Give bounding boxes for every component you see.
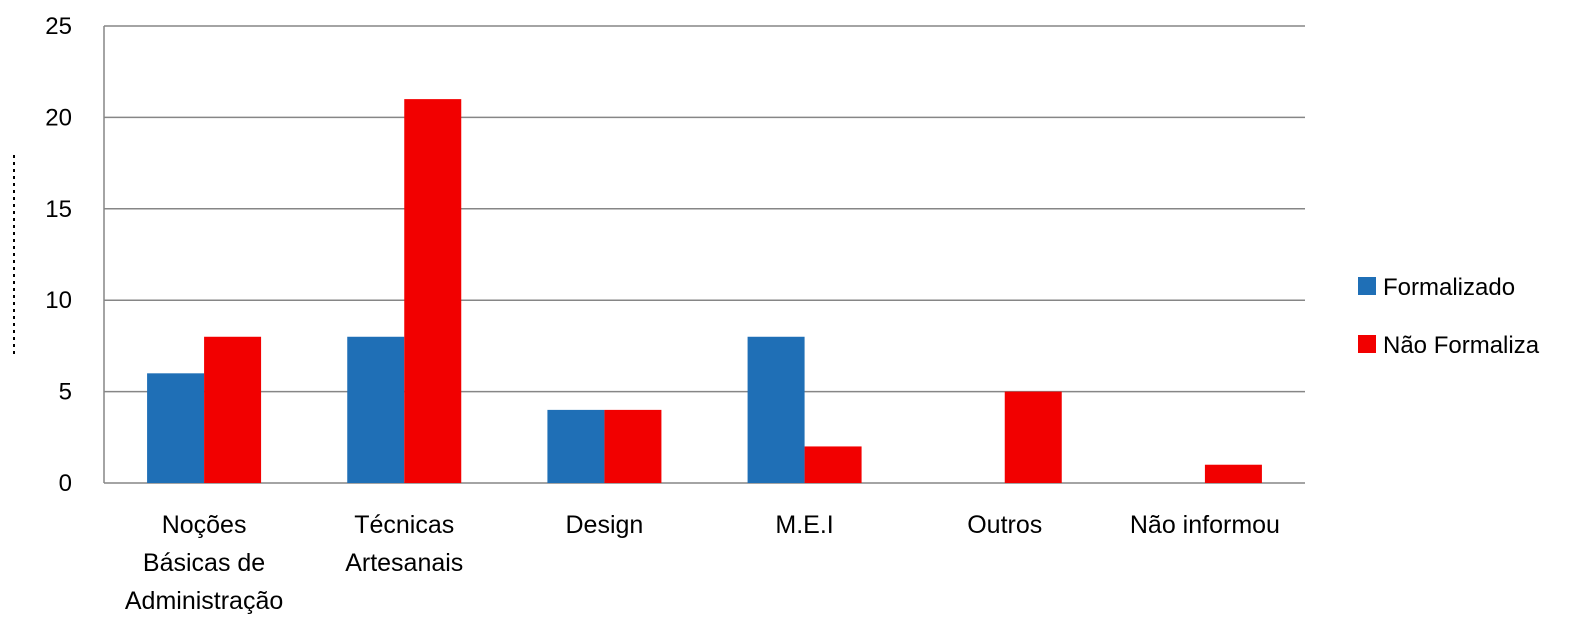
y-tick-label: 0 <box>59 470 72 497</box>
x-category-label-line: Técnicas <box>354 511 454 539</box>
x-category-label: Design <box>566 511 644 539</box>
x-category-label: M.E.I <box>775 511 833 539</box>
y-tick-label: 15 <box>45 196 72 223</box>
x-category-label-line: Administração <box>125 587 283 615</box>
x-category-label-line: M.E.I <box>775 511 833 539</box>
legend-swatch <box>1358 335 1376 353</box>
legend-label: Formalizado <box>1383 274 1515 301</box>
x-category-label: Não informou <box>1130 511 1280 539</box>
x-category-label-line: Design <box>566 511 644 539</box>
bar-formalizado <box>747 336 805 483</box>
bar-nao-formalizado <box>404 99 462 484</box>
gridlines <box>104 25 1305 393</box>
bar-nao-formalizado <box>604 409 662 483</box>
y-tick-label: 5 <box>59 379 72 406</box>
legend-label: Não Formaliza <box>1383 332 1540 359</box>
x-category-label-line: Não informou <box>1130 511 1280 539</box>
y-tick-label: 10 <box>45 287 72 314</box>
bar-formalizado <box>147 373 205 483</box>
bar-nao-formalizado <box>804 446 862 483</box>
bar-nao-formalizado <box>1204 464 1262 483</box>
bar-formalizado <box>547 409 605 483</box>
x-category-label: Outros <box>967 511 1042 539</box>
x-category-label: Técnicas Artesanais <box>345 511 463 577</box>
x-category-label-line: Artesanais <box>345 549 463 577</box>
bar-formalizado <box>347 336 405 483</box>
bar-nao-formalizado <box>1004 391 1062 483</box>
x-category-label: Noções Básicas de Administração <box>125 511 283 615</box>
axes <box>103 26 1305 484</box>
x-category-label-line: Outros <box>967 511 1042 539</box>
x-category-label-line: Básicas de <box>143 549 265 577</box>
x-category-label-line: Noções <box>162 511 247 539</box>
y-tick-label: 20 <box>45 104 72 131</box>
bar-nao-formalizado <box>204 336 262 483</box>
legend-swatch <box>1358 277 1376 295</box>
x-category-labels: Noções Básicas de Administração Técnicas Art… <box>125 511 1280 615</box>
bars <box>147 99 1262 484</box>
legend: Formalizado Não Formaliza <box>1358 274 1540 359</box>
y-tick-label: 25 <box>45 13 72 40</box>
y-tick-labels: 0 5 10 15 20 25 <box>45 13 72 497</box>
